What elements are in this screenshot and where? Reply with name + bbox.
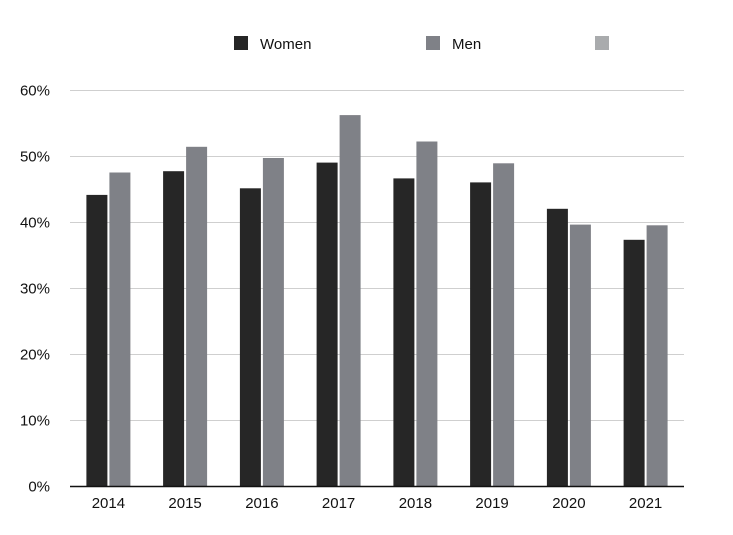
y-tick-label: 40% bbox=[20, 215, 50, 232]
bar-men-2018 bbox=[416, 141, 438, 486]
y-tick-label: 0% bbox=[28, 479, 50, 496]
y-axis-tick-labels: 0% 10% 20% 30% 40% 50% 60% bbox=[20, 83, 50, 496]
x-tick-label: 2020 bbox=[552, 495, 585, 512]
x-axis-tick-labels: 2014 2015 2016 2017 2018 2019 2020 2021 bbox=[92, 495, 663, 512]
bar-men-2020 bbox=[569, 224, 591, 486]
legend-label-men: Men bbox=[452, 36, 481, 53]
x-tick-label: 2019 bbox=[475, 495, 508, 512]
bar-women-2018 bbox=[393, 178, 415, 486]
bar-men-2021 bbox=[646, 225, 668, 487]
bars bbox=[86, 115, 668, 487]
x-tick-label: 2014 bbox=[92, 495, 125, 512]
bar-women-2019 bbox=[470, 182, 492, 486]
bar-men-2017 bbox=[339, 115, 361, 486]
bar-men-2015 bbox=[186, 146, 208, 487]
y-tick-label: 60% bbox=[20, 83, 50, 100]
y-tick-label: 10% bbox=[20, 413, 50, 430]
x-tick-label: 2021 bbox=[629, 495, 662, 512]
bar-men-2014 bbox=[109, 172, 131, 486]
gridlines bbox=[70, 90, 684, 421]
legend-swatch-men bbox=[426, 36, 440, 50]
bar-women-2014 bbox=[86, 194, 108, 486]
bar-women-2021 bbox=[623, 239, 645, 486]
bar-men-2016 bbox=[262, 158, 284, 486]
x-tick-label: 2018 bbox=[399, 495, 432, 512]
x-tick-label: 2016 bbox=[245, 495, 278, 512]
y-tick-label: 20% bbox=[20, 347, 50, 364]
bar-men-2019 bbox=[493, 163, 515, 487]
x-tick-label: 2017 bbox=[322, 495, 355, 512]
bar-women-2016 bbox=[239, 188, 261, 487]
y-tick-label: 30% bbox=[20, 281, 50, 298]
x-tick-label: 2015 bbox=[168, 495, 201, 512]
bar-women-2020 bbox=[546, 208, 568, 487]
y-tick-label: 50% bbox=[20, 149, 50, 166]
bar-women-2017 bbox=[316, 162, 338, 486]
legend-swatch-extra bbox=[595, 36, 609, 50]
bar-women-2015 bbox=[163, 171, 185, 486]
legend-label-women: Women bbox=[260, 36, 311, 53]
legend-swatch-women bbox=[234, 36, 248, 50]
legend: Women Men bbox=[234, 36, 609, 53]
